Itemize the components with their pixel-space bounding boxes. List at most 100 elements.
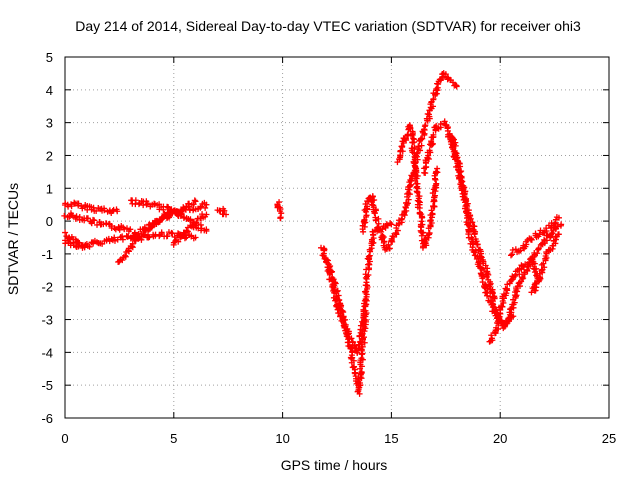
data-point — [91, 217, 98, 224]
data-point — [433, 168, 440, 175]
data-point — [336, 305, 343, 312]
data-point — [421, 126, 428, 133]
data-point — [353, 346, 360, 353]
data-point — [418, 142, 425, 149]
data-point — [111, 234, 118, 241]
series-arc-m — [322, 256, 369, 356]
data-point — [528, 289, 535, 296]
data-point — [411, 162, 418, 169]
data-point — [170, 241, 177, 248]
data-point — [143, 226, 150, 233]
data-point — [429, 211, 436, 218]
data-point — [169, 230, 176, 237]
x-axis-label: GPS time / hours — [281, 457, 388, 473]
data-point — [197, 221, 204, 228]
data-point — [360, 326, 367, 333]
data-point — [83, 240, 90, 247]
data-point — [488, 332, 495, 339]
data-point — [407, 125, 414, 132]
data-point — [354, 349, 361, 356]
y-tick-label: -1 — [41, 247, 53, 262]
data-point — [154, 218, 161, 225]
data-point — [535, 246, 542, 253]
data-point — [358, 368, 365, 375]
data-point — [457, 163, 464, 170]
data-point — [339, 307, 346, 314]
y-tick-label: 3 — [46, 116, 53, 131]
data-point — [426, 230, 433, 237]
data-point — [158, 229, 165, 236]
data-point — [513, 287, 520, 294]
data-point — [179, 233, 186, 240]
tick-layer: 0 5 10 15 20 25 -6 -5 -4 -3 -2 -1 0 1 2 3 4 5 — [41, 50, 616, 446]
data-point — [493, 324, 500, 331]
data-point — [83, 215, 90, 222]
data-point — [114, 208, 121, 215]
data-point — [547, 234, 554, 241]
series-arc-o — [394, 122, 441, 251]
data-point — [180, 204, 187, 211]
data-point — [461, 190, 468, 197]
data-point — [401, 135, 408, 142]
data-point — [552, 236, 559, 243]
data-point — [536, 231, 543, 238]
data-point — [478, 265, 485, 272]
data-point — [198, 203, 205, 210]
data-point — [509, 247, 516, 254]
data-point — [116, 226, 123, 233]
data-point — [456, 168, 463, 175]
data-point — [202, 204, 209, 211]
data-point — [388, 221, 395, 228]
y-tick-label: 1 — [46, 181, 53, 196]
data-point — [469, 244, 476, 251]
data-point — [379, 235, 386, 242]
data-point — [178, 211, 185, 218]
data-point — [129, 240, 136, 247]
data-point — [435, 81, 442, 88]
data-point — [414, 189, 421, 196]
data-point — [487, 293, 494, 300]
data-point — [483, 289, 490, 296]
data-point — [549, 242, 556, 249]
data-point — [119, 236, 126, 243]
data-point — [103, 220, 110, 227]
data-point — [428, 207, 435, 214]
data-point — [507, 252, 514, 259]
data-point — [398, 216, 405, 223]
data-point — [540, 260, 547, 267]
data-point — [554, 223, 561, 230]
data-point — [419, 221, 426, 228]
data-point — [345, 328, 352, 335]
data-point — [555, 214, 562, 221]
data-point — [416, 193, 423, 200]
data-point — [345, 336, 352, 343]
series-arc-r — [486, 256, 544, 345]
data-point — [430, 96, 437, 103]
x-tick-label: 10 — [275, 431, 289, 446]
data-marks — [61, 70, 565, 397]
data-point — [332, 293, 339, 300]
y-tick-label: -3 — [41, 313, 53, 328]
data-point — [358, 363, 365, 370]
data-point — [78, 203, 85, 210]
x-tick-label: 20 — [493, 431, 507, 446]
data-point — [417, 135, 424, 142]
data-point — [509, 251, 516, 258]
data-point — [430, 186, 437, 193]
data-point — [462, 205, 469, 212]
data-point — [203, 227, 210, 234]
y-tick-label: 0 — [46, 214, 53, 229]
y-tick-label: -4 — [41, 345, 53, 360]
data-point — [371, 197, 378, 204]
data-point — [165, 213, 172, 220]
y-axis-label: SDTVAR / TECUs — [5, 183, 21, 295]
data-point — [471, 231, 478, 238]
data-point — [61, 212, 68, 219]
series-arc-a — [61, 199, 121, 216]
x-tick-label: 15 — [384, 431, 398, 446]
data-point — [546, 246, 553, 253]
series-arc-j — [214, 205, 230, 218]
data-point — [62, 229, 69, 236]
data-point — [415, 198, 422, 205]
